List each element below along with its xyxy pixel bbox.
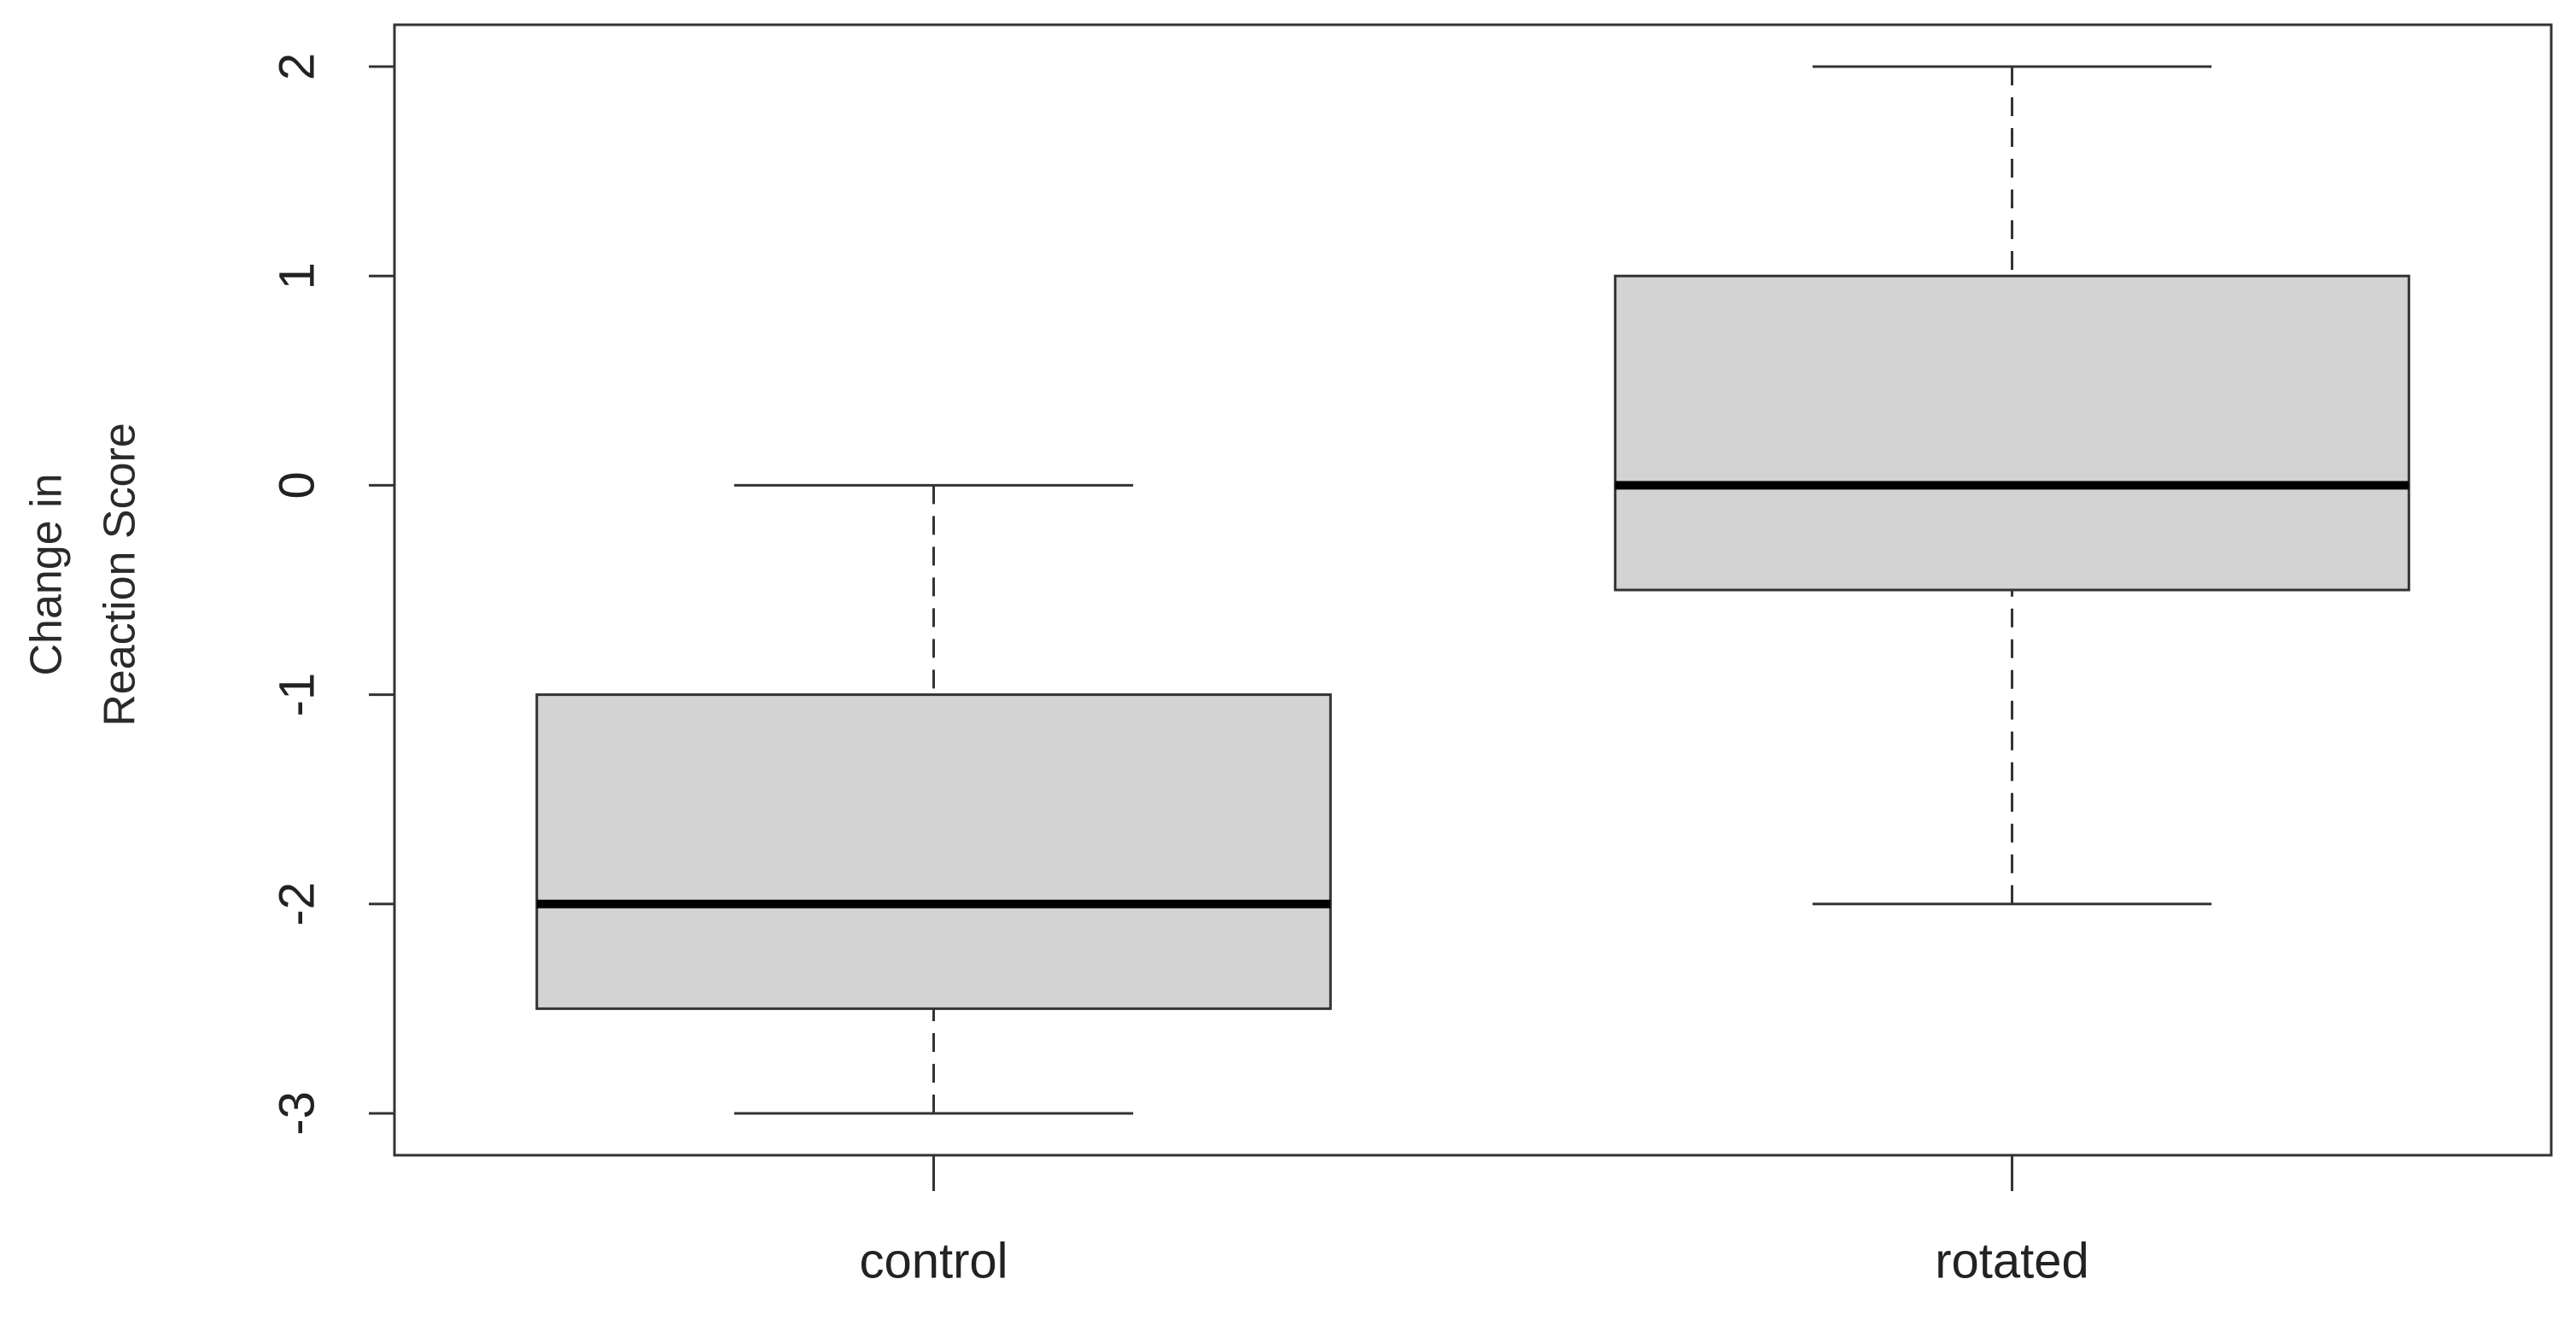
- y-tick-label: -3: [269, 1091, 324, 1136]
- x-tick-label: control: [859, 1233, 1008, 1288]
- box: [535, 693, 1332, 1010]
- box: [1614, 274, 2410, 592]
- x-tick-label: rotated: [1935, 1233, 2089, 1288]
- y-tick-label: 2: [269, 53, 324, 80]
- y-tick-label: 1: [269, 262, 324, 289]
- y-tick-label: 0: [269, 471, 324, 499]
- y-tick-label: -2: [269, 882, 324, 926]
- y-axis-label: Reaction Score: [96, 423, 145, 727]
- y-tick-label: -1: [269, 673, 324, 717]
- plot-frame: [393, 23, 2553, 1157]
- y-axis-label: Change in: [22, 473, 72, 675]
